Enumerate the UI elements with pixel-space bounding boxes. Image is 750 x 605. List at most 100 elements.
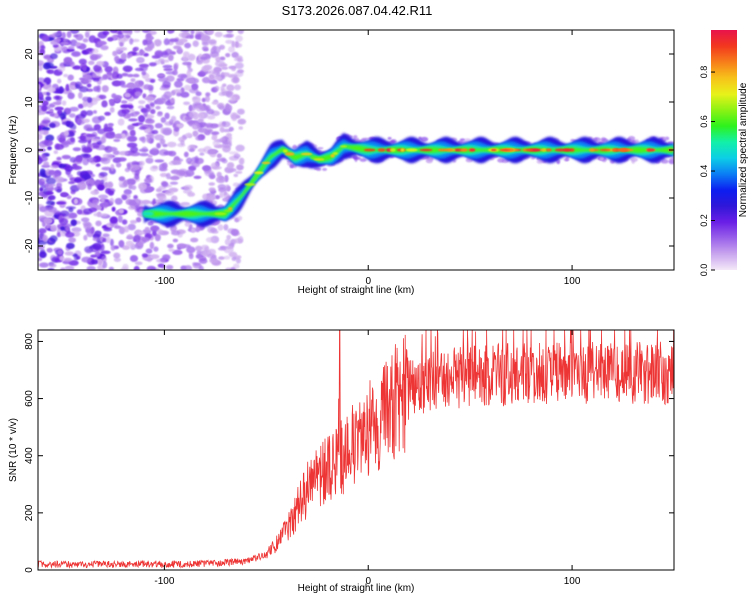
noise-speckle bbox=[231, 66, 237, 72]
noise-speckle bbox=[123, 225, 130, 233]
noise-speckle bbox=[177, 73, 188, 79]
noise-speckle bbox=[225, 103, 230, 111]
noise-speckle bbox=[170, 169, 180, 174]
noise-speckle bbox=[39, 187, 44, 192]
noise-speckle bbox=[116, 163, 122, 167]
colorbar-label: Normalized spectral amplitude bbox=[738, 82, 749, 217]
noise-speckle bbox=[86, 83, 92, 88]
noise-speckle bbox=[91, 259, 99, 265]
noise-speckle bbox=[108, 99, 114, 103]
halo-speckle bbox=[536, 159, 544, 164]
noise-speckle bbox=[122, 65, 133, 72]
spectrogram-ytick-label: 20 bbox=[24, 48, 35, 60]
noise-speckle bbox=[198, 265, 204, 270]
noise-speckle bbox=[50, 40, 61, 46]
noise-speckle bbox=[171, 160, 181, 164]
noise-speckle bbox=[66, 195, 72, 200]
noise-speckle bbox=[68, 207, 74, 213]
noise-speckle bbox=[149, 102, 155, 107]
snr-ylabel: SNR (10 * v/v) bbox=[8, 418, 19, 482]
noise-speckle bbox=[76, 209, 83, 215]
noise-speckle bbox=[69, 85, 77, 90]
noise-speckle bbox=[82, 38, 89, 43]
halo-speckle bbox=[599, 156, 605, 161]
ridge-hotspot bbox=[313, 158, 325, 161]
halo-speckle bbox=[355, 137, 360, 142]
noise-speckle bbox=[233, 153, 241, 159]
halo-speckle bbox=[660, 159, 669, 164]
noise-speckle bbox=[45, 177, 56, 185]
noise-speckle bbox=[120, 84, 129, 88]
noise-speckle bbox=[85, 30, 91, 33]
noise-speckle bbox=[169, 51, 176, 55]
noise-speckle bbox=[193, 175, 202, 179]
noise-speckle bbox=[80, 135, 86, 141]
noise-speckle bbox=[62, 111, 67, 117]
noise-speckle bbox=[235, 257, 241, 264]
snr-ytick-label: 800 bbox=[24, 333, 35, 350]
noise-speckle bbox=[102, 74, 109, 80]
noise-speckle bbox=[141, 70, 147, 76]
colorbar-tick-label: 0.0 bbox=[699, 264, 709, 277]
noise-speckle bbox=[176, 243, 187, 249]
noise-speckle bbox=[182, 54, 188, 62]
noise-speckle bbox=[120, 100, 128, 104]
noise-speckle bbox=[142, 39, 148, 46]
noise-speckle bbox=[169, 175, 180, 181]
noise-speckle bbox=[127, 135, 137, 143]
snr-axes: -100 0 100 0 200 400 600 800 bbox=[24, 330, 674, 587]
noise-speckle bbox=[162, 64, 173, 69]
noise-speckle bbox=[84, 31, 90, 38]
ridge-hotspot bbox=[459, 148, 469, 152]
noise-speckle bbox=[81, 217, 90, 223]
noise-speckle bbox=[184, 42, 192, 49]
noise-speckle bbox=[70, 123, 77, 131]
noise-speckle bbox=[72, 65, 82, 70]
noise-speckle bbox=[171, 195, 178, 202]
noise-speckle bbox=[113, 252, 121, 259]
spectrogram-ytick-label: -20 bbox=[24, 238, 35, 253]
spectrogram-xtick-label: 0 bbox=[365, 276, 371, 287]
noise-speckle bbox=[154, 123, 163, 129]
noise-speckle bbox=[57, 65, 66, 72]
noise-speckle bbox=[154, 39, 162, 47]
noise-speckle bbox=[203, 48, 209, 52]
noise-speckle bbox=[212, 139, 220, 147]
noise-speckle bbox=[76, 117, 85, 125]
noise-speckle bbox=[118, 176, 126, 182]
noise-speckle bbox=[118, 151, 129, 156]
noise-speckle bbox=[91, 48, 99, 54]
noise-speckle bbox=[185, 132, 193, 138]
noise-speckle bbox=[195, 30, 200, 34]
noise-speckle bbox=[134, 91, 142, 97]
noise-speckle bbox=[57, 78, 62, 84]
noise-speckle bbox=[156, 73, 166, 78]
noise-speckle bbox=[237, 118, 247, 125]
noise-speckle bbox=[64, 165, 74, 172]
noise-speckle bbox=[114, 134, 123, 139]
noise-speckle bbox=[176, 47, 183, 55]
noise-speckle bbox=[195, 91, 202, 97]
colorbar-tick-label: 0.2 bbox=[699, 214, 709, 227]
noise-speckle bbox=[117, 157, 127, 162]
noise-speckle bbox=[66, 242, 75, 250]
colorbar-ticks: 0.0 0.2 0.4 0.6 0.8 bbox=[699, 66, 715, 276]
ridge-hotspot bbox=[261, 161, 271, 165]
noise-speckle bbox=[96, 40, 107, 46]
noise-speckle bbox=[141, 253, 148, 258]
snr-frame bbox=[37, 329, 675, 571]
noise-speckle bbox=[189, 148, 195, 152]
noise-speckle bbox=[88, 60, 95, 65]
noise-speckle bbox=[128, 183, 133, 190]
noise-speckle bbox=[81, 256, 92, 263]
noise-speckle bbox=[111, 80, 122, 87]
noise-speckle bbox=[237, 30, 244, 35]
noise-speckle bbox=[208, 172, 215, 180]
noise-speckle bbox=[47, 87, 56, 93]
ridge-hotspot bbox=[646, 148, 656, 152]
noise-speckle bbox=[41, 35, 50, 42]
halo-speckle bbox=[353, 135, 358, 139]
noise-speckle bbox=[48, 263, 57, 268]
noise-speckle bbox=[207, 149, 217, 155]
noise-speckle bbox=[202, 165, 211, 171]
